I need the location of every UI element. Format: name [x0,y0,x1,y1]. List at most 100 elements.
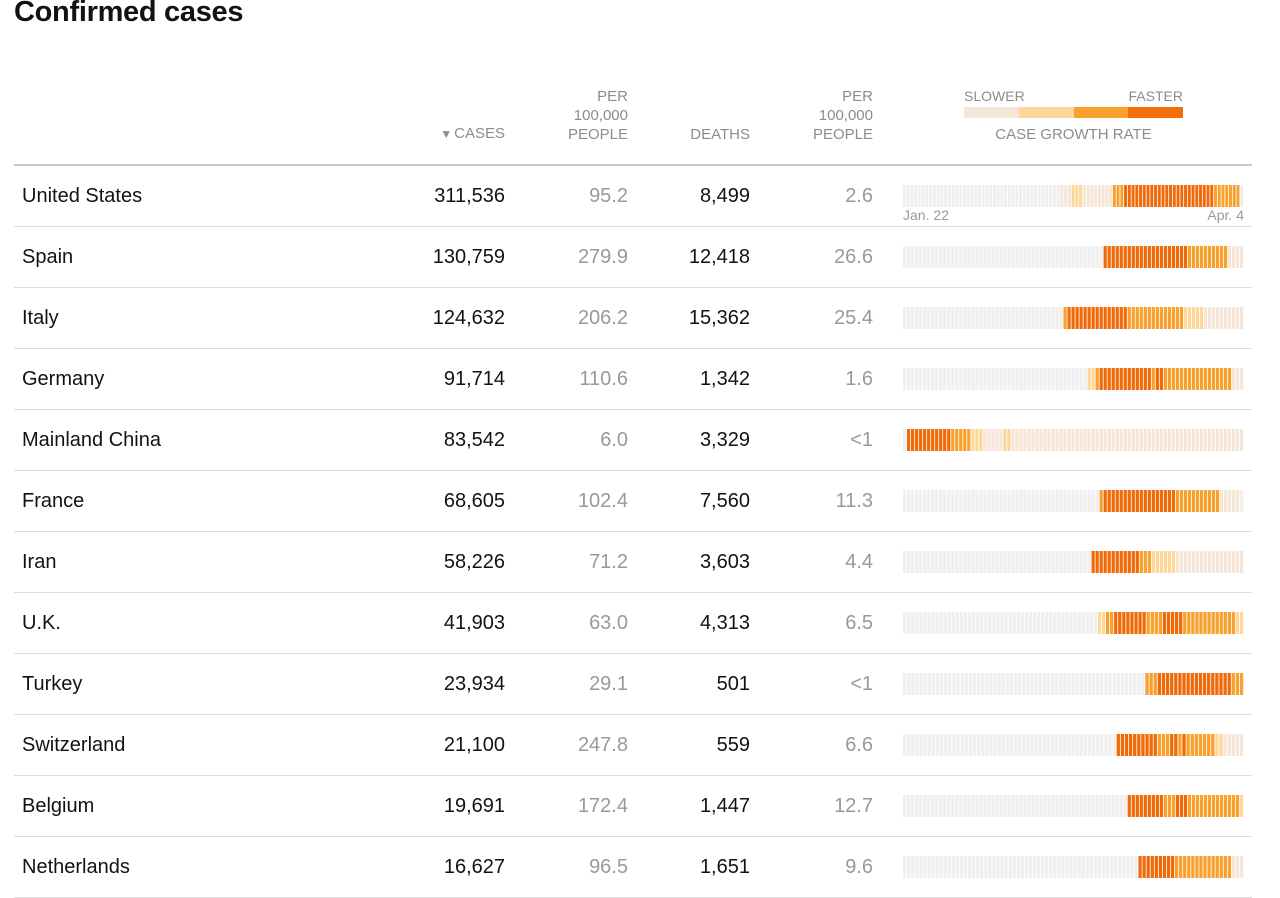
growth-day-cell [1179,551,1184,573]
table-row[interactable]: U.K. 41,903 63.0 4,313 6.5 [14,593,1252,654]
growth-day-cell [947,795,951,817]
growth-day-cell [1108,673,1112,695]
growth-day-cell [1187,429,1192,451]
growth-day-cell [1199,246,1204,268]
table-row[interactable]: Switzerland 21,100 247.8 559 6.6 [14,715,1252,776]
growth-day-cell [987,307,991,329]
growth-day-cell [1045,185,1049,207]
table-row[interactable]: United States 311,536 95.2 8,499 2.6 Jan. 22 A… [14,166,1252,227]
growth-day-cell [1007,307,1011,329]
growth-day-cell [1235,246,1240,268]
growth-day-cell [915,307,919,329]
growth-day-cell [1015,368,1019,390]
growth-day-cell [1038,673,1042,695]
growth-day-cell [981,185,985,207]
growth-day-cell [911,734,915,756]
table-row[interactable]: Turkey 23,934 29.1 501 <1 [14,654,1252,715]
growth-day-cell [1059,795,1063,817]
growth-day-cell [1146,612,1150,634]
growth-day-cell [1203,551,1208,573]
growth-day-cell [955,612,960,634]
growth-day-cell [1051,490,1055,512]
cases-per-100k-column-header[interactable]: PER 100,000 PEOPLE [538,87,628,144]
growth-day-cell [1219,490,1224,512]
growth-day-cell [1159,246,1163,268]
growth-day-cell [1131,368,1135,390]
growth-day-cell [983,551,987,573]
growth-day-cell [1183,246,1188,268]
cases-column-header[interactable]: ▼ CASES [440,124,505,144]
table-row[interactable]: Iran 58,226 71.2 3,603 4.4 [14,532,1252,593]
growth-day-cell [1089,856,1093,878]
growth-day-cell [1071,673,1075,695]
deaths-column-header[interactable]: DEATHS [690,125,750,144]
growth-day-cell [1174,673,1178,695]
growth-day-cell [1163,368,1167,390]
growth-day-cell [1051,307,1055,329]
growth-day-cell [967,551,971,573]
growth-rate-strip [903,795,1244,817]
growth-day-cell [1183,307,1188,329]
growth-day-cell [1150,612,1154,634]
growth-day-cell [907,673,911,695]
growth-day-cell [1202,734,1207,756]
growth-day-cell [983,429,987,451]
table-row[interactable]: France 68,605 102.4 7,560 11.3 [14,471,1252,532]
table-row[interactable]: Belgium 19,691 172.4 1,447 12.7 [14,776,1252,837]
growth-day-cell [1118,612,1122,634]
growth-day-cell [1131,185,1135,207]
growth-day-cell [1055,673,1059,695]
table-row[interactable]: Mainland China 83,542 6.0 3,329 <1 [14,410,1252,471]
growth-day-cell [975,429,979,451]
growth-day-cell [1051,246,1055,268]
growth-day-cell [1131,246,1135,268]
growth-day-cell [903,246,907,268]
growth-day-cell [1127,490,1131,512]
growth-day-cell [1045,612,1049,634]
growth-day-cell [1130,612,1134,634]
table-row[interactable]: Netherlands 16,627 96.5 1,651 9.6 [14,837,1252,898]
growth-day-cell [1063,307,1067,329]
growth-day-cell [1179,368,1184,390]
growth-day-cell [955,246,959,268]
growth-day-cell [1107,368,1111,390]
deaths-value: 4,313 [699,612,750,634]
deaths-per-100k-value: 9.6 [845,856,873,878]
growth-day-cell [923,429,927,451]
growth-day-cell [1052,185,1056,207]
growth-day-cell [1227,795,1232,817]
growth-day-cell [1199,856,1203,878]
growth-day-cell [1031,307,1035,329]
growth-day-cell [1151,490,1155,512]
growth-day-cell [1123,368,1127,390]
growth-day-cell [1175,795,1180,817]
table-row[interactable]: Spain 130,759 279.9 12,418 26.6 [14,227,1252,288]
growth-day-cell [1095,368,1099,390]
growth-day-cell [1187,368,1192,390]
growth-day-cell [951,307,955,329]
growth-day-cell [963,429,967,451]
growth-day-cell [995,368,999,390]
growth-day-cell [907,490,911,512]
deaths-per-100k-column-header[interactable]: PER 100,000 PEOPLE [783,87,873,144]
growth-day-cell [1141,734,1145,756]
growth-day-cell [1009,734,1014,756]
growth-day-cell [1035,795,1039,817]
growth-day-cell [1123,795,1127,817]
growth-day-cell [1027,368,1031,390]
table-row[interactable]: Italy 124,632 206.2 15,362 25.4 [14,288,1252,349]
growth-day-cell [1167,429,1171,451]
cases-header-label: CASES [454,125,505,142]
growth-day-cell [963,307,967,329]
table-row[interactable]: Germany 91,714 110.6 1,342 1.6 [14,349,1252,410]
growth-day-cell [1187,185,1191,207]
growth-day-cell [1041,856,1045,878]
growth-day-cell [1091,795,1095,817]
growth-day-cell [1022,673,1026,695]
growth-day-cell [1215,612,1219,634]
growth-day-cell [1047,795,1051,817]
growth-day-cell [975,795,979,817]
growth-day-cell [1139,429,1143,451]
growth-day-cell [999,490,1003,512]
growth-day-cell [1064,185,1068,207]
